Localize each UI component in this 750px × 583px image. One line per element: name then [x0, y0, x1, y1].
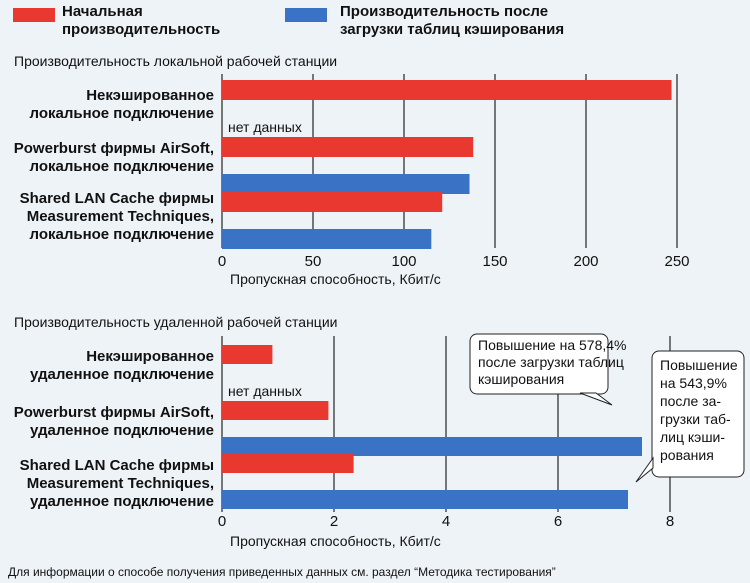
tick-label: 8: [666, 513, 674, 530]
no-data-label: нет данных: [228, 383, 302, 399]
axis-label: Пропускная способность, Кбит/с: [230, 533, 441, 549]
category-label: Shared LAN Cache фирмы: [20, 190, 214, 207]
category-label: локальное подключение: [29, 226, 214, 243]
chart-title: Производительность локальной рабочей ста…: [14, 53, 337, 69]
bar: [222, 437, 642, 456]
no-data-label: нет данных: [228, 119, 302, 135]
category-label: Measurement Techniques,: [27, 475, 214, 492]
callout-pointer: [635, 456, 654, 483]
bar: [222, 80, 672, 100]
tick-label: 6: [554, 513, 562, 530]
callout-box: [469, 333, 609, 395]
category-label: удаленное подключение: [30, 366, 214, 383]
callout-text: грузки таб-: [660, 411, 731, 427]
category-label: Shared LAN Cache фирмы: [20, 457, 214, 474]
bar: [222, 401, 329, 420]
bar: [222, 137, 474, 157]
category-label: Некэшированное: [86, 348, 214, 365]
legend-swatch: [13, 8, 55, 22]
bar: [222, 192, 443, 212]
callout-text: рования: [660, 447, 714, 463]
callout-text: Повышение: [660, 357, 738, 373]
legend-label: Начальная: [62, 3, 143, 20]
callout-text: кэширования: [478, 371, 564, 387]
tick-label: 50: [305, 253, 322, 270]
legend-label: загрузки таблиц кэширования: [340, 21, 564, 38]
category-label: Measurement Techniques,: [27, 208, 214, 225]
legend-swatch: [285, 8, 327, 22]
callout-pointer: [579, 392, 613, 406]
category-label: локальное подключение: [29, 105, 214, 122]
chart-title: Производительность удаленной рабочей ста…: [14, 314, 337, 330]
tick-label: 0: [218, 253, 226, 270]
category-label: удаленное подключение: [30, 493, 214, 510]
bar: [222, 174, 470, 194]
category-label: Powerburst фирмы AirSoft,: [14, 404, 214, 421]
legend-label: производительность: [62, 21, 220, 38]
callout-text: после загрузки таблиц: [478, 354, 624, 370]
legend-label: Производительность после: [340, 3, 548, 20]
tick-label: 150: [482, 253, 507, 270]
category-label: локальное подключение: [29, 158, 214, 175]
footnote: Для информации о способе получения приве…: [8, 565, 556, 579]
callout-box: [651, 350, 745, 478]
category-label: Powerburst фирмы AirSoft,: [14, 140, 214, 157]
axis-label: Пропускная способность, Кбит/с: [230, 271, 441, 287]
callout-text: на 543,9%: [660, 375, 727, 391]
bar: [222, 229, 432, 249]
callout-text: Повышение на 578,4%: [478, 337, 626, 353]
tick-label: 250: [664, 253, 689, 270]
tick-label: 100: [391, 253, 416, 270]
tick-label: 4: [442, 513, 450, 530]
category-label: удаленное подключение: [30, 422, 214, 439]
tick-label: 2: [330, 513, 338, 530]
tick-label: 0: [218, 513, 226, 530]
callout-text: лиц кэши-: [660, 429, 725, 445]
bar: [222, 454, 354, 473]
category-label: Некэшированное: [86, 87, 214, 104]
tick-label: 200: [573, 253, 598, 270]
bar: [222, 490, 628, 509]
callout-text: после за-: [660, 393, 721, 409]
bar: [222, 345, 273, 364]
